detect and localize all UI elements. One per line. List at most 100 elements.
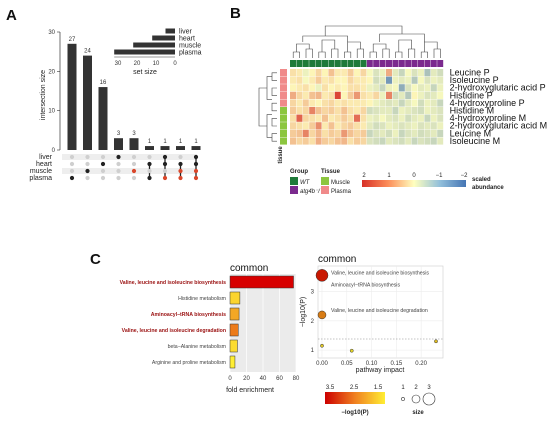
impact-point [317,310,327,320]
group-annotation-cell [411,60,418,67]
heatmap-cell [290,76,296,84]
group-annotation-cell [430,60,437,67]
upset-bar [114,138,123,150]
heatmap-cell [373,129,380,137]
group-annotation-cell [373,60,380,67]
heatmap-cell [341,76,348,84]
heatmap-row-label: 2-hydroxyglutaric acid M [450,121,548,131]
group-annotation-cell [347,60,354,67]
heatmap-cell [430,129,437,137]
heatmap-cell [386,122,392,130]
heatmap-cell [290,107,296,115]
heatmap-cell [398,122,405,130]
set-size-tick-label: 20 [134,61,141,67]
heatmap-cell [334,69,341,77]
group-annotation-cell [322,60,328,67]
upset-bar [145,146,154,150]
heatmap-row-label: Leucine P [450,68,490,78]
heatmap-cell [296,69,303,77]
matrix-dot-filled [193,161,199,167]
enrichment-plot: common Valine, leucine and isoleucine bi… [120,263,300,394]
heatmap-cell [379,99,386,107]
heatmap-cell [322,76,328,84]
enrichment-pathway-label: Aminoacyl−tRNA biosynthesis [151,312,226,318]
impact-x-tick-label: 0.20 [415,361,427,367]
matrix-dot-empty [85,175,90,181]
set-size-name: muscle [179,43,201,50]
matrix-dot-empty [69,168,75,174]
matrix-dot-filled [178,175,183,181]
enrichment-bar [229,339,238,353]
heatmap-cell [418,122,424,130]
heatmap-cell [386,84,392,92]
heatmap-cell [341,84,348,92]
heatmap-cell [360,129,367,137]
heatmap-cell [360,76,367,84]
impact-y-tick-label: 1 [311,348,315,354]
column-dendrogram-branch [292,51,300,58]
group-annotation-cell [290,60,296,67]
wt-label: WT [300,180,311,186]
matrix-dot-empty [131,161,137,167]
heatmap-cell [315,137,322,145]
heatmap-cell [411,122,418,130]
heatmap-cell [322,107,328,115]
matrix-dot-filled [147,175,152,181]
heatmap-cell [328,114,335,122]
heatmap-cell [424,91,431,99]
wt-swatch [290,177,298,185]
heatmap-cell [354,122,360,130]
column-dendrogram-branch [369,51,377,58]
heatmap-cell [424,84,431,92]
impact-y-tick-label: 2 [311,319,315,325]
impact-size-tick-label: 3 [427,385,431,391]
heatmap-cell [347,99,354,107]
enrichment-x-tick-label: 20 [243,376,250,382]
heatmap-cell [418,69,424,77]
heatmap-cell [309,76,316,84]
heatmap-cell [398,84,405,92]
upset-y-label: intersection size [40,70,47,120]
heatmap-cell [354,99,360,107]
heatmap-cell [322,114,328,122]
heatmap-cell [373,122,380,130]
heatmap-cell [379,114,386,122]
heatmap-cell [418,99,424,107]
heatmap-cell [411,107,418,115]
heatmap-row-label: Isoleucine M [450,136,501,146]
heatmap-cell [334,91,341,99]
heatmap-cell [309,129,316,137]
heatmap-cell [328,69,335,77]
heatmap-cell [347,129,354,137]
heatmap-cell [315,129,322,137]
set-size-name: heart [179,36,195,43]
group-annotation-cell [302,60,309,67]
heatmap-cell [347,91,354,99]
matrix-set-label: liver [39,154,53,161]
upset-bar-label: 1 [194,139,198,145]
heatmap-cell [411,99,418,107]
heatmap-cell [347,114,354,122]
heatmap-cell [366,122,373,130]
group-annotation-cell [366,60,373,67]
impact-x-tick-label: 0.10 [366,361,378,367]
heatmap-row-label: Histidine P [450,90,493,100]
impact-point [434,339,438,344]
heatmap-tissue-axis-label: tissue [278,146,284,164]
group-annotation-cell [315,60,322,67]
upset-bar [83,55,92,150]
heatmap-cell [347,122,354,130]
heatmap-cell [302,91,309,99]
muscle-swatch [321,177,329,185]
matrix-dot-empty [162,168,168,174]
set-size-axis-label: set size [133,69,157,76]
heatmap-cell [315,114,322,122]
column-dendrogram-branch [420,51,428,58]
upset-bar-label: 16 [100,80,107,86]
impact-point [315,269,329,282]
heatmap-cell [302,137,309,145]
matrix-dot-filled [100,161,106,167]
set-size-bar [152,35,175,41]
column-dendrogram-branch [398,39,412,52]
